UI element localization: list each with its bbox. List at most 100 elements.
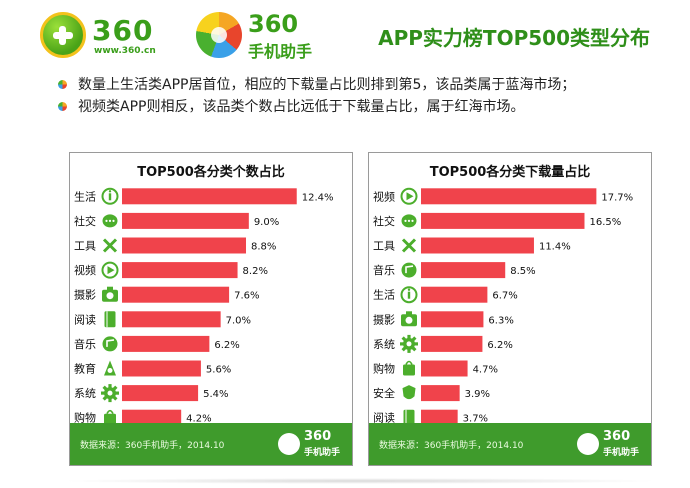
bar xyxy=(122,188,297,205)
value-label: 17.7% xyxy=(601,192,633,203)
value-label: 8.8% xyxy=(251,242,276,253)
bar xyxy=(122,335,210,352)
value-label: 5.4% xyxy=(203,389,228,400)
assistant-ball-icon xyxy=(196,12,242,58)
slide-shadow xyxy=(60,478,660,484)
music-icon xyxy=(102,336,118,352)
footer-logo-icon xyxy=(577,433,599,455)
bar xyxy=(421,335,483,352)
footer-logo-text: 360 xyxy=(603,429,631,444)
bar xyxy=(122,286,230,303)
info-icon xyxy=(101,187,119,205)
category-label: 购物 xyxy=(373,362,395,376)
category-label: 音乐 xyxy=(373,263,395,277)
bar xyxy=(421,311,484,328)
chart-title: TOP500各分类个数占比 xyxy=(137,165,285,180)
footer-logo-text: 360 xyxy=(304,429,332,444)
bag-icon xyxy=(104,409,116,425)
bar xyxy=(421,286,488,303)
category-label: 社交 xyxy=(74,214,96,228)
count-share-chart: 生活 12.4% 社交 9.0% 工具 8.8% 视频 8.2% 摄影 7.6% 阅读 7.0% 音乐 6… xyxy=(74,187,334,425)
value-label: 4.7% xyxy=(473,365,498,376)
value-label: 4.2% xyxy=(186,414,211,425)
data-source: 数据来源：360手机助手，2014.10 xyxy=(80,441,225,451)
shield-icon xyxy=(402,385,416,400)
data-source: 数据来源：360手机助手，2014.10 xyxy=(379,441,524,451)
bullet-icon xyxy=(58,102,67,111)
camera-icon xyxy=(102,286,118,302)
bullet-icon xyxy=(58,80,67,89)
bullet-text: 视频类APP则相反，该品类个数占比远低于下载量占比，属于红海市场。 xyxy=(78,99,525,115)
chart-footer: 数据来源：360手机助手，2014.10 360 手机助手 xyxy=(70,423,352,465)
category-label: 阅读 xyxy=(373,411,395,425)
bar xyxy=(421,237,534,254)
tools-icon xyxy=(401,238,417,253)
category-label: 社交 xyxy=(373,214,395,228)
bar xyxy=(421,409,458,425)
assistant-logo-text: 360 xyxy=(248,10,299,38)
count-share-panel: TOP500各分类个数占比 生活 12.4% 社交 9.0% 工具 8.8% 视频 8.2% 摄… xyxy=(69,152,353,466)
value-label: 5.6% xyxy=(206,365,231,376)
value-label: 6.2% xyxy=(214,340,239,351)
bag-icon xyxy=(403,360,415,376)
footer-logo: 360 手机助手 xyxy=(278,427,342,461)
bar xyxy=(122,262,238,279)
music-icon xyxy=(401,262,417,278)
value-label: 9.0% xyxy=(254,217,279,228)
value-label: 8.2% xyxy=(243,266,268,277)
category-label: 工具 xyxy=(373,240,395,253)
360-mobile-assistant-logo: 360 手机助手 xyxy=(196,10,346,62)
category-label: 工具 xyxy=(74,240,96,253)
footer-logo-sub: 手机助手 xyxy=(304,448,341,458)
value-label: 8.5% xyxy=(510,266,535,277)
bar xyxy=(421,385,460,402)
category-label: 阅读 xyxy=(74,312,96,326)
value-label: 6.3% xyxy=(488,315,513,326)
value-label: 11.4% xyxy=(539,242,571,253)
footer-logo-icon xyxy=(278,433,300,455)
bullet-text: 数量上生活类APP居首位，相应的下载量占比则排到第5，该品类属于蓝海市场； xyxy=(78,77,576,93)
book-icon xyxy=(104,311,116,328)
category-label: 购物 xyxy=(74,411,96,425)
footer-logo-sub: 手机助手 xyxy=(603,448,640,458)
360-logo-text: 360 xyxy=(92,14,154,47)
category-label: 生活 xyxy=(373,288,395,302)
category-label: 视频 xyxy=(373,189,395,203)
download-share-panel: TOP500各分类下载量占比 视频 17.7% 社交 16.5% 工具 11.4% 音乐 8.… xyxy=(368,152,652,466)
assistant-logo-sub: 手机助手 xyxy=(248,42,313,61)
page-title: APP实力榜TOP500类型分布 xyxy=(378,26,650,50)
bullet-list: 数量上生活类APP居首位，相应的下载量占比则排到第5，该品类属于蓝海市场； 视频… xyxy=(56,76,646,120)
value-label: 3.7% xyxy=(463,414,488,425)
category-label: 系统 xyxy=(373,338,395,351)
chart-footer: 数据来源：360手机助手，2014.10 360 手机助手 xyxy=(369,423,651,465)
bar xyxy=(421,212,585,229)
bar xyxy=(122,360,201,377)
value-label: 12.4% xyxy=(302,192,334,203)
bar xyxy=(421,360,468,377)
play-icon xyxy=(400,187,418,205)
chat-icon xyxy=(401,214,417,228)
chat-icon xyxy=(102,214,118,228)
bullet-item: 数量上生活类APP居首位，相应的下载量占比则排到第5，该品类属于蓝海市场； xyxy=(56,76,646,94)
360-logo: 360 www.360.cn xyxy=(40,12,180,60)
bar xyxy=(122,385,199,402)
value-label: 6.7% xyxy=(492,291,517,302)
bar xyxy=(421,188,597,205)
gear-icon xyxy=(101,384,119,403)
category-label: 视频 xyxy=(74,263,96,277)
tools-icon xyxy=(102,238,118,253)
value-label: 7.0% xyxy=(226,315,251,326)
chart-title: TOP500各分类下载量占比 xyxy=(429,165,591,180)
category-label: 生活 xyxy=(74,189,96,203)
category-label: 摄影 xyxy=(373,312,395,326)
bar xyxy=(122,237,247,254)
camera-icon xyxy=(401,311,417,327)
education-icon xyxy=(104,360,116,376)
360-logo-url: www.360.cn xyxy=(94,46,156,56)
gear-icon xyxy=(400,334,418,353)
category-label: 教育 xyxy=(74,362,96,376)
play-icon xyxy=(101,261,119,279)
bar xyxy=(122,212,249,229)
value-label: 3.9% xyxy=(465,389,490,400)
download-share-chart: 视频 17.7% 社交 16.5% 工具 11.4% 音乐 8.5% 生活 6.7% 摄影 6.3% 系… xyxy=(373,187,633,425)
